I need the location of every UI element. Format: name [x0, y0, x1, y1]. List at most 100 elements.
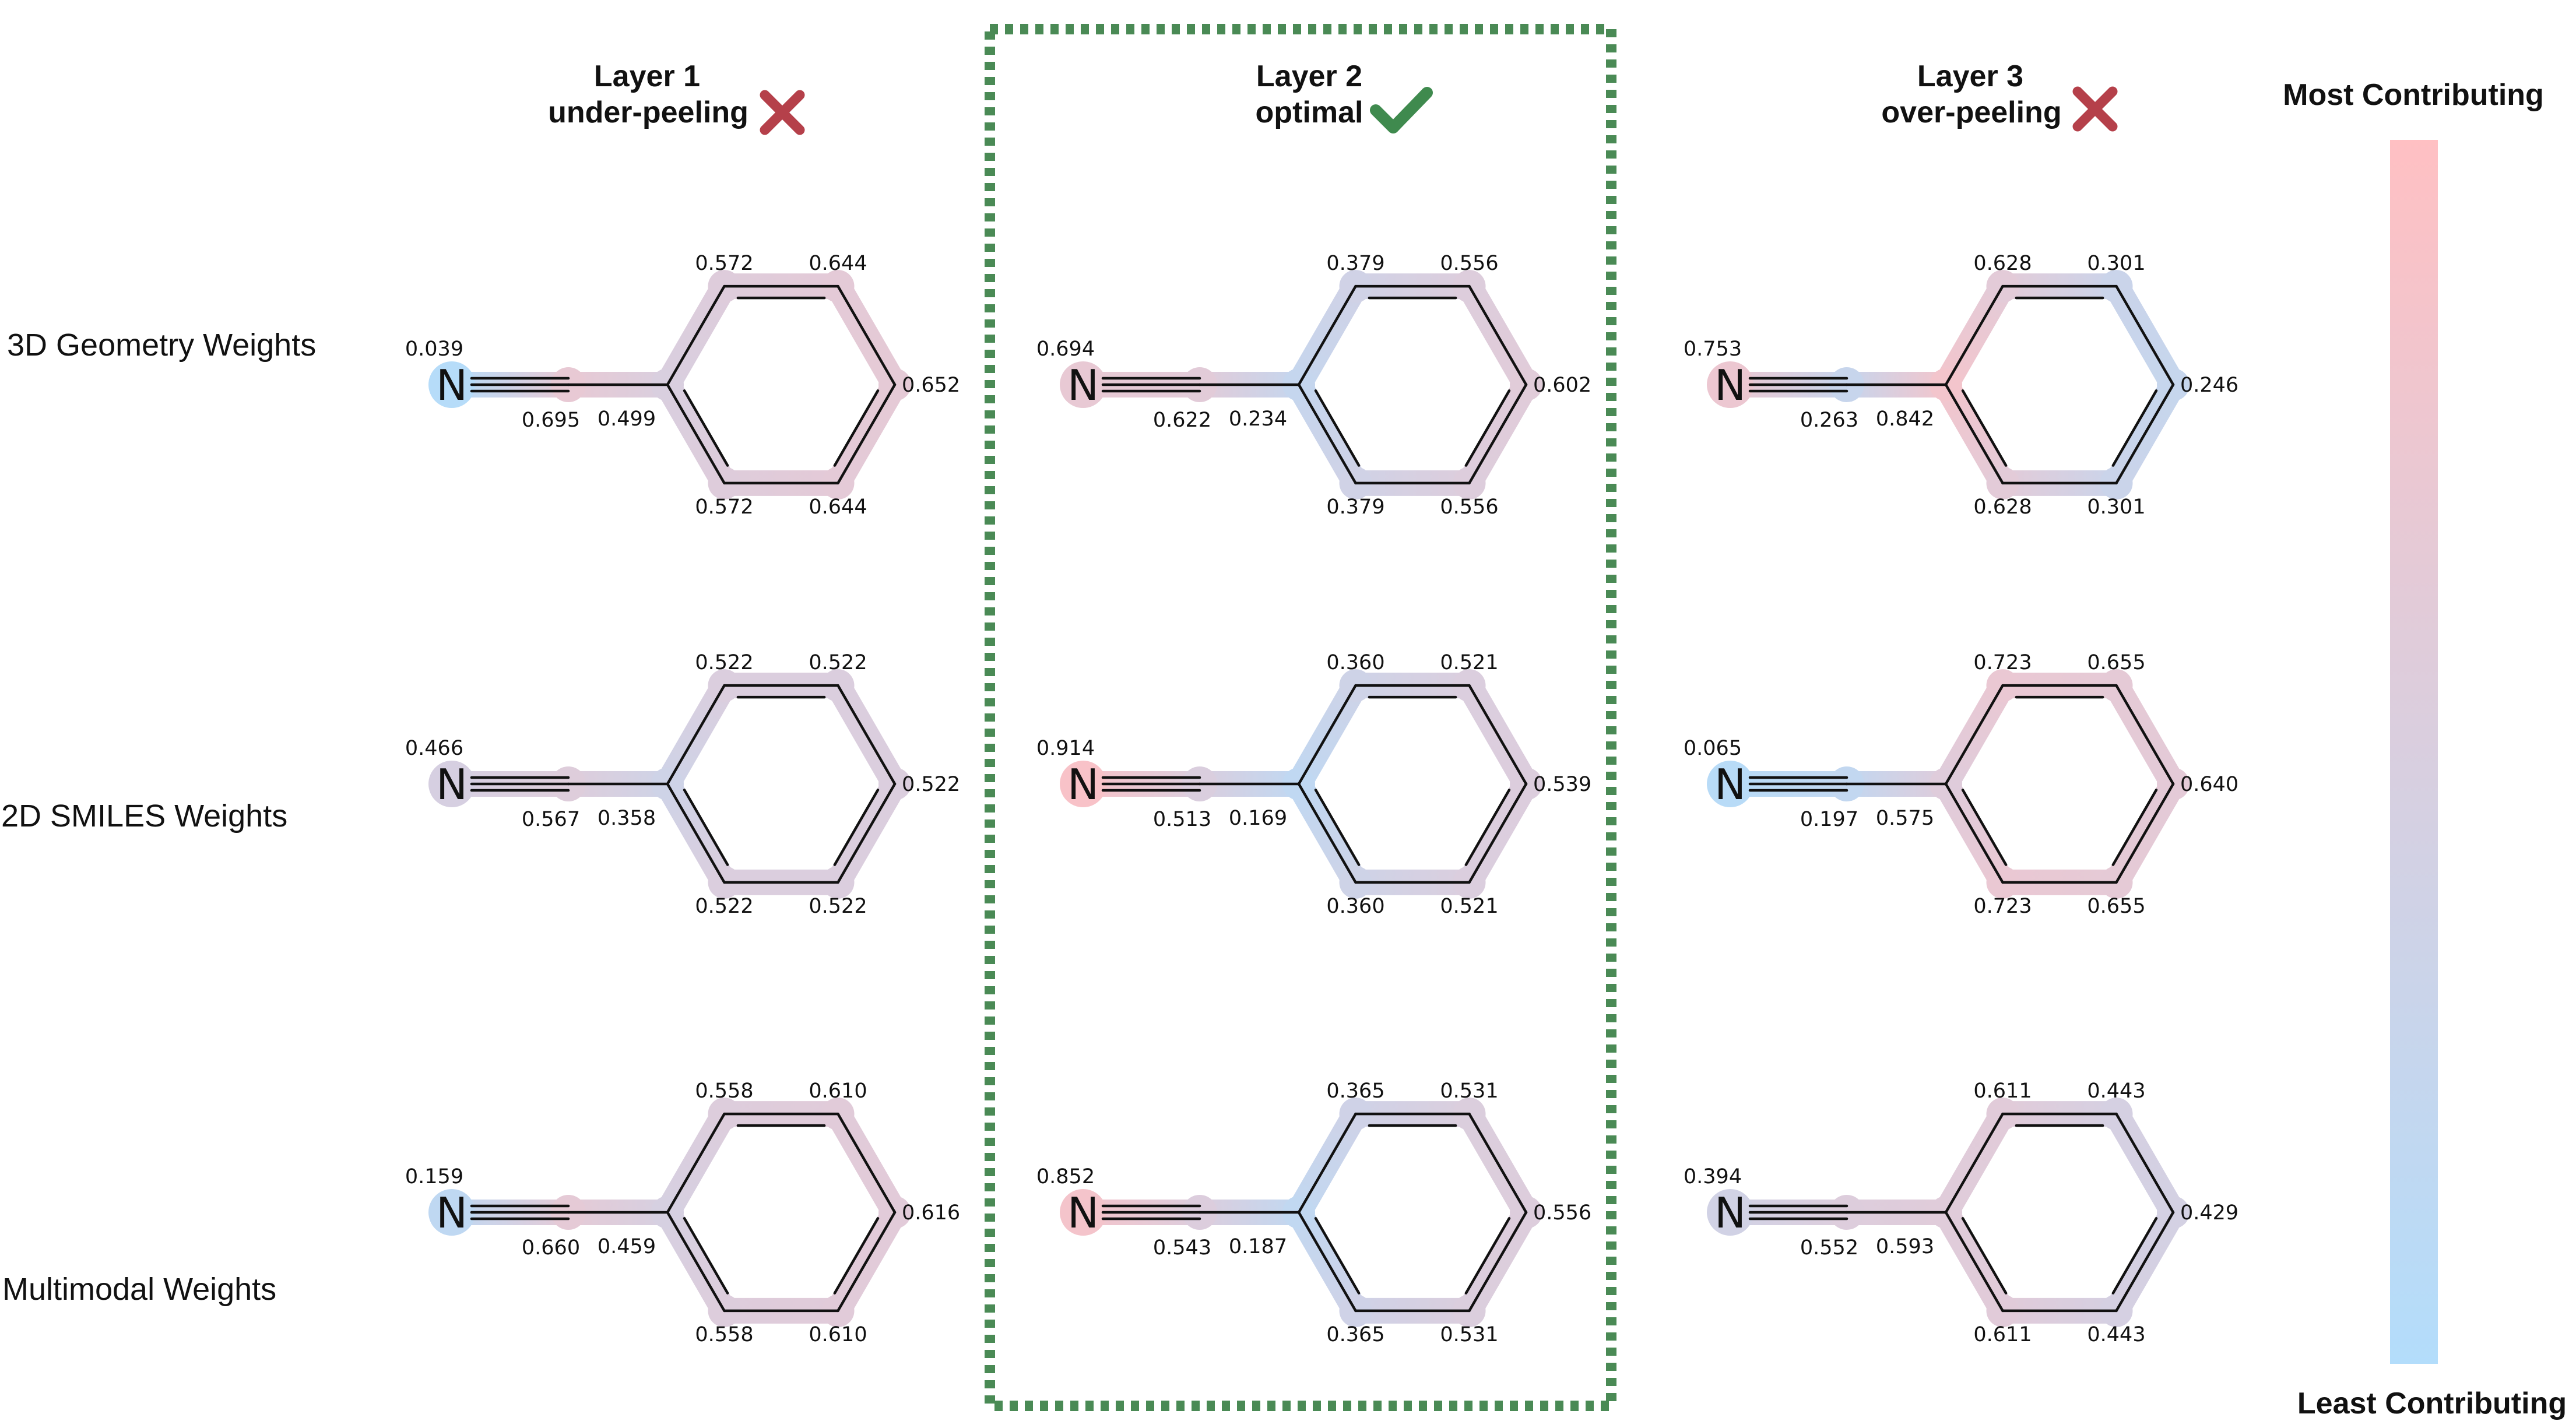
nitrile-carbon-weight-label: 0.263 — [1800, 409, 1858, 432]
nitrile-carbon-weight-label: 0.197 — [1800, 808, 1858, 831]
atom-highlight-nitrogen — [1707, 1189, 1753, 1236]
atom-highlight-nitrogen — [428, 361, 475, 408]
nitrile-carbon-weight-label: 0.513 — [1153, 808, 1211, 831]
benzonitrile-molecule: N0.694 0.622 0.234 0.379 0.556 0.602 0.556 0.37… — [1036, 252, 1591, 519]
ring-double-bond-line — [1464, 1217, 1511, 1295]
nitrile-carbon-weight-label: 0.622 — [1153, 409, 1211, 432]
column-header-layer-1: Layer 1 under-peeling — [548, 59, 805, 135]
nitrogen-weight-label: 0.753 — [1684, 337, 1742, 361]
meta-weight-label: 0.301 — [2087, 252, 2145, 275]
ortho-weight-label: 0.365 — [1326, 1323, 1384, 1346]
ring-double-bond-line — [683, 789, 729, 866]
atom-highlight-nitrogen — [1707, 361, 1753, 408]
column-subtitle: under-peeling — [548, 96, 748, 129]
ring-bond-line — [1468, 782, 1528, 884]
ring-bond-line — [666, 1112, 726, 1214]
ipso-weight-label: 0.358 — [598, 807, 656, 830]
meta-weight-label: 0.443 — [2087, 1079, 2145, 1103]
ring-double-bond-line — [683, 1217, 729, 1295]
nitrile-carbon-weight-label: 0.695 — [522, 409, 580, 432]
nitrogen-atom-label: N — [1067, 760, 1099, 809]
row-label-3d-geometry: 3D Geometry Weights — [7, 328, 316, 363]
ring-double-bond-line — [1314, 789, 1361, 866]
ortho-weight-label: 0.572 — [695, 495, 753, 519]
benzonitrile-molecule: N0.159 0.660 0.459 0.558 0.610 0.616 0.610 0.55… — [405, 1079, 960, 1346]
para-weight-label: 0.616 — [902, 1201, 960, 1225]
ipso-weight-label: 0.187 — [1229, 1235, 1287, 1258]
nitrogen-atom-label: N — [1714, 760, 1746, 809]
ring-double-bond-line — [833, 1217, 880, 1295]
nitrogen-weight-label: 0.065 — [1684, 737, 1742, 760]
ortho-weight-label: 0.572 — [695, 252, 753, 275]
ortho-weight-label: 0.611 — [1973, 1323, 2032, 1346]
para-weight-label: 0.429 — [2180, 1201, 2238, 1225]
ring-bond-line — [1944, 782, 2004, 884]
atom-highlight-nitrogen — [1060, 361, 1106, 408]
ring-double-bond-line — [2111, 389, 2158, 467]
meta-weight-label: 0.655 — [2087, 651, 2145, 674]
ring-bond-line — [666, 1211, 726, 1313]
ring-bond-line — [1297, 284, 1357, 386]
ring-bond-line — [2115, 1112, 2175, 1214]
ring-double-bond-line — [833, 389, 880, 467]
ring-double-bond-line — [1961, 789, 2008, 866]
ring-bond-line — [1468, 684, 1528, 786]
benzonitrile-molecule: N0.466 0.567 0.358 0.522 0.522 0.522 0.522 0.52… — [405, 651, 960, 918]
ring-bond-line — [1944, 1211, 2004, 1313]
legend-top-label: Most Contributing — [2283, 78, 2544, 112]
legend-gradient-bar — [2390, 140, 2438, 1364]
ipso-weight-label: 0.169 — [1229, 807, 1287, 830]
ortho-weight-label: 0.365 — [1326, 1079, 1384, 1103]
ring-bond-line — [837, 684, 897, 786]
meta-weight-label: 0.531 — [1440, 1323, 1498, 1346]
ring-double-bond-line — [2111, 789, 2158, 866]
ring-double-bond-line — [1464, 389, 1511, 467]
ring-double-bond-line — [683, 389, 729, 467]
column-subtitle: optimal — [1256, 96, 1363, 129]
ring-bond-line — [1297, 684, 1357, 786]
ortho-weight-label: 0.723 — [1973, 895, 2032, 918]
ortho-weight-label: 0.360 — [1326, 895, 1384, 918]
ring-bond-line — [1468, 1112, 1528, 1214]
ring-bond-line — [2115, 684, 2175, 786]
contribution-legend: Most Contributing Least Contributing — [2283, 78, 2567, 1420]
ipso-weight-label: 0.842 — [1876, 407, 1934, 431]
ipso-weight-label: 0.499 — [598, 407, 656, 431]
ortho-weight-label: 0.558 — [695, 1323, 753, 1346]
ring-bond-line — [837, 1112, 897, 1214]
nitrile-carbon-weight-label: 0.567 — [522, 808, 580, 831]
column-subtitle: over-peeling — [1881, 96, 2061, 129]
benzonitrile-molecule: N0.753 0.263 0.842 0.628 0.301 0.246 0.301 0.62… — [1684, 252, 2238, 519]
ring-double-bond-line — [1961, 389, 2008, 467]
nitrogen-weight-label: 0.466 — [405, 737, 463, 760]
nitrile-carbon-weight-label: 0.552 — [1800, 1236, 1858, 1260]
ring-bond-line — [1944, 383, 2004, 485]
cross-icon — [760, 90, 805, 135]
benzonitrile-molecule: N0.039 0.695 0.499 0.572 0.644 0.652 0.644 0.57… — [405, 252, 960, 519]
meta-weight-label: 0.610 — [809, 1079, 867, 1103]
ring-bond-line — [837, 383, 897, 485]
meta-weight-label: 0.522 — [809, 895, 867, 918]
ortho-weight-label: 0.558 — [695, 1079, 753, 1103]
ring-bond-line — [1468, 1211, 1528, 1313]
meta-weight-label: 0.531 — [1440, 1079, 1498, 1103]
column-header-layer-3: Layer 3 over-peeling — [1881, 59, 2118, 132]
ortho-weight-label: 0.379 — [1326, 495, 1384, 519]
para-weight-label: 0.556 — [1533, 1201, 1591, 1225]
nitrogen-weight-label: 0.394 — [1684, 1165, 1742, 1188]
meta-weight-label: 0.521 — [1440, 651, 1498, 674]
meta-weight-label: 0.655 — [2087, 895, 2145, 918]
nitrogen-atom-label: N — [1714, 1188, 1746, 1237]
atom-highlight-nitrogen — [1707, 761, 1753, 807]
benzonitrile-molecule: N0.914 0.513 0.169 0.360 0.521 0.539 0.521 0.36… — [1036, 651, 1591, 918]
nitrile-carbon-weight-label: 0.543 — [1153, 1236, 1211, 1260]
ring-double-bond-line — [1464, 789, 1511, 866]
benzonitrile-molecule: N0.852 0.543 0.187 0.365 0.531 0.556 0.531 0.36… — [1036, 1079, 1591, 1346]
para-weight-label: 0.539 — [1533, 773, 1591, 796]
ortho-weight-label: 0.628 — [1973, 252, 2032, 275]
atom-highlight-nitrogen — [428, 1189, 475, 1236]
nitrogen-weight-label: 0.159 — [405, 1165, 463, 1188]
meta-weight-label: 0.610 — [809, 1323, 867, 1346]
ring-double-bond-line — [1314, 389, 1361, 467]
